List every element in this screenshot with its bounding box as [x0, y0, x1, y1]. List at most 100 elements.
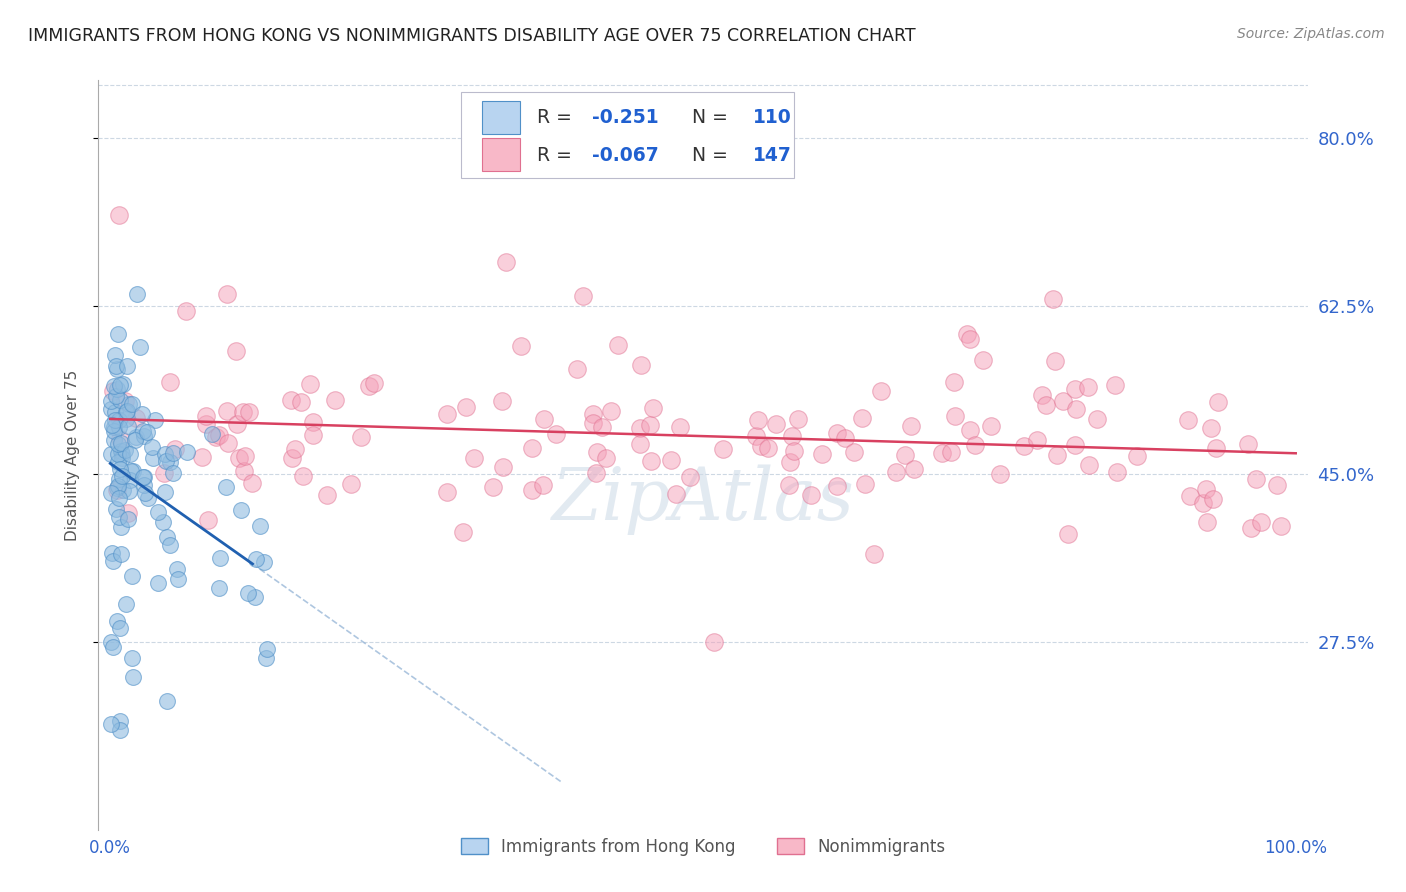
- Point: [122, 670, 145, 684]
- Point: [1045, 354, 1067, 368]
- Point: [956, 326, 979, 341]
- Point: [943, 409, 966, 423]
- Point: [628, 437, 651, 451]
- Point: [659, 453, 682, 467]
- Point: [108, 412, 131, 426]
- Point: [114, 597, 136, 611]
- Point: [1192, 495, 1215, 509]
- Point: [323, 392, 346, 407]
- Point: [115, 359, 138, 373]
- Point: [451, 524, 474, 539]
- Point: [301, 415, 323, 429]
- Point: [495, 255, 517, 269]
- Point: [105, 382, 128, 396]
- Point: [104, 389, 127, 403]
- Point: [209, 550, 232, 565]
- Point: [1063, 382, 1085, 396]
- Point: [110, 447, 132, 461]
- Point: [105, 481, 128, 495]
- Point: [110, 547, 132, 561]
- Point: [531, 478, 554, 492]
- Point: [132, 469, 155, 483]
- Point: [884, 465, 907, 479]
- Point: [1042, 293, 1064, 307]
- Point: [870, 384, 893, 399]
- Point: [1250, 515, 1272, 529]
- Point: [110, 520, 132, 534]
- Point: [125, 430, 148, 444]
- Point: [765, 417, 787, 432]
- Point: [159, 375, 181, 389]
- Point: [176, 303, 198, 318]
- Point: [1240, 521, 1263, 535]
- Point: [107, 478, 129, 492]
- Point: [436, 485, 458, 500]
- Point: [1195, 515, 1218, 529]
- Point: [115, 403, 138, 417]
- Point: [108, 510, 131, 524]
- Point: [301, 427, 323, 442]
- Point: [100, 716, 122, 731]
- FancyBboxPatch shape: [482, 138, 520, 171]
- Point: [520, 441, 543, 455]
- Point: [315, 487, 337, 501]
- Point: [491, 394, 513, 409]
- Point: [148, 505, 170, 519]
- Point: [101, 640, 124, 655]
- Point: [520, 483, 543, 497]
- Point: [290, 395, 312, 409]
- Point: [128, 340, 150, 354]
- Point: [101, 553, 124, 567]
- Point: [851, 411, 873, 425]
- Point: [800, 488, 823, 502]
- Point: [238, 405, 260, 419]
- Point: [903, 462, 925, 476]
- Point: [972, 352, 994, 367]
- Point: [1202, 491, 1225, 506]
- Point: [100, 485, 122, 500]
- Point: [1077, 380, 1099, 394]
- Point: [153, 484, 176, 499]
- Point: [103, 384, 125, 399]
- Point: [217, 286, 239, 301]
- Point: [103, 424, 125, 438]
- Point: [228, 450, 250, 465]
- Point: [749, 439, 772, 453]
- Point: [1078, 458, 1101, 473]
- Point: [1085, 412, 1108, 426]
- Point: [201, 426, 224, 441]
- Point: [585, 444, 607, 458]
- Point: [233, 464, 256, 478]
- Point: [225, 344, 247, 359]
- Point: [980, 418, 1002, 433]
- Point: [783, 443, 806, 458]
- Point: [103, 420, 125, 434]
- Point: [195, 409, 218, 424]
- Point: [134, 470, 156, 484]
- Y-axis label: Disability Age Over 75: Disability Age Over 75: [65, 369, 80, 541]
- Point: [103, 378, 125, 392]
- Point: [436, 407, 458, 421]
- Point: [108, 462, 131, 476]
- Point: [280, 393, 302, 408]
- Point: [811, 447, 834, 461]
- Point: [1125, 449, 1147, 463]
- Point: [292, 469, 315, 483]
- Point: [628, 421, 651, 435]
- Point: [894, 448, 917, 462]
- Point: [131, 407, 153, 421]
- Point: [117, 506, 139, 520]
- Point: [107, 447, 129, 461]
- Point: [630, 358, 652, 372]
- Text: N =: N =: [681, 108, 734, 128]
- Point: [215, 403, 238, 417]
- Point: [121, 569, 143, 583]
- Point: [159, 538, 181, 552]
- Point: [105, 483, 128, 497]
- Point: [1237, 437, 1260, 451]
- Point: [931, 446, 953, 460]
- Point: [108, 378, 131, 392]
- Point: [100, 447, 122, 461]
- Point: [853, 477, 876, 491]
- Point: [607, 338, 630, 352]
